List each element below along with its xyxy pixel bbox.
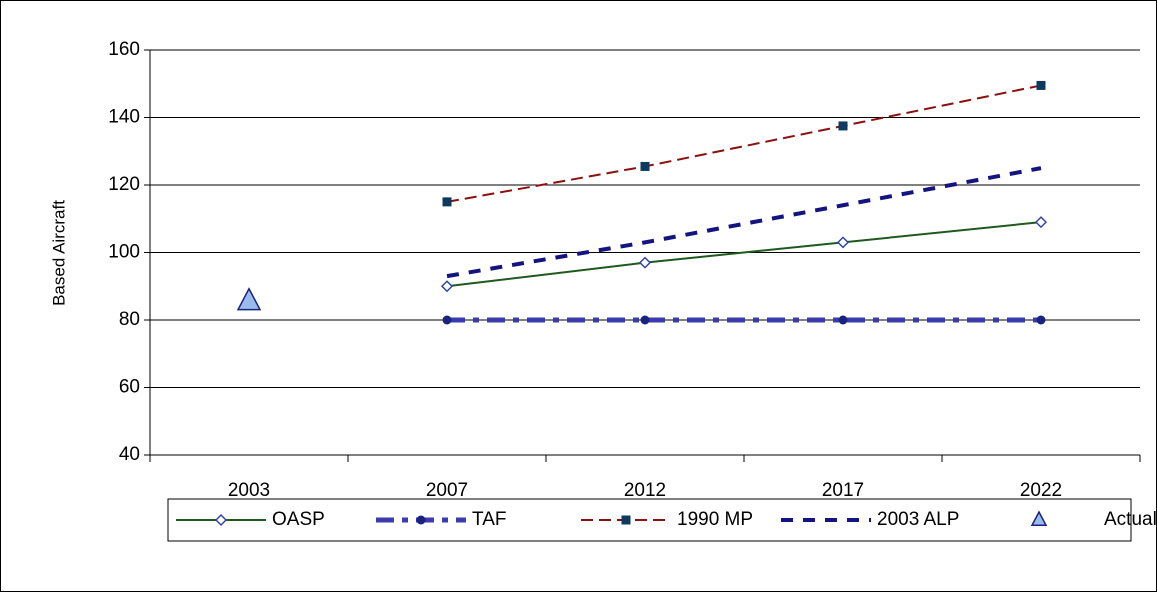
marker <box>236 287 262 311</box>
marker <box>838 121 848 131</box>
marker <box>1036 80 1046 90</box>
y-tick-label: 40 <box>119 444 140 465</box>
y-axis-label: Based Aircraft <box>49 200 68 306</box>
y-tick-label: 80 <box>119 309 140 330</box>
marker <box>1030 510 1048 527</box>
marker <box>440 280 454 293</box>
y-tick-label: 160 <box>108 39 140 60</box>
marker <box>638 256 652 269</box>
series-line <box>446 84 1042 203</box>
legend-label: OASP <box>272 509 325 530</box>
y-tick-label: 120 <box>108 174 140 195</box>
marker <box>442 315 452 325</box>
x-tick-label: 2003 <box>228 480 270 501</box>
marker <box>442 197 452 207</box>
x-tick-label: 2022 <box>1020 480 1062 501</box>
legend-label: 1990 MP <box>677 509 753 530</box>
legend-box <box>167 498 1132 542</box>
legend-label: 2003 ALP <box>877 509 959 530</box>
marker <box>214 513 228 527</box>
legend-label: TAF <box>472 509 506 530</box>
series-line <box>446 221 1042 288</box>
x-tick-label: 2017 <box>822 480 864 501</box>
y-tick-label: 140 <box>108 107 140 128</box>
x-tick-label: 2007 <box>426 480 468 501</box>
marker <box>640 315 650 325</box>
marker <box>416 515 426 525</box>
marker <box>1034 216 1048 229</box>
marker <box>640 161 650 171</box>
marker <box>1036 315 1046 325</box>
marker <box>621 515 631 525</box>
y-tick-label: 100 <box>108 242 140 263</box>
marker <box>836 236 850 249</box>
y-tick-label: 60 <box>119 377 140 398</box>
legend-label: Actual <box>1104 509 1157 530</box>
marker <box>838 315 848 325</box>
x-tick-label: 2012 <box>624 480 666 501</box>
